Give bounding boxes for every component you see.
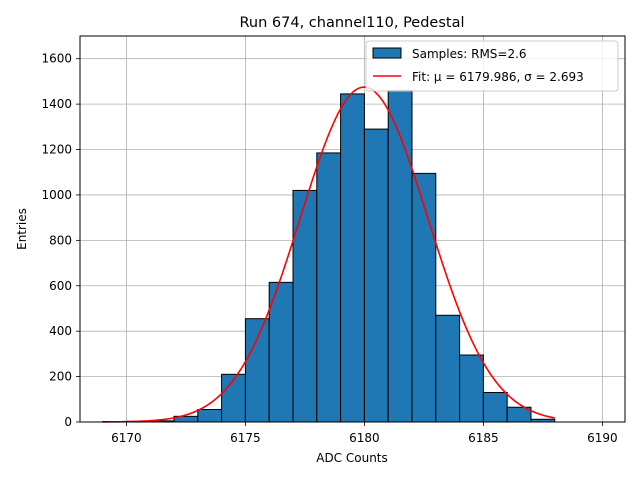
x-axis-ticks: 6170 6175 6180 6185 6190	[111, 422, 618, 445]
histogram-bar	[340, 93, 365, 423]
histogram-bar	[244, 318, 270, 423]
histogram-bar	[292, 189, 318, 423]
legend-swatch-samples	[372, 47, 402, 59]
x-tick-label: 6175	[230, 431, 261, 445]
x-tick-label: 6190	[587, 431, 618, 445]
y-tick-label: 800	[49, 233, 72, 247]
x-tick-label: 6180	[349, 431, 380, 445]
legend: Samples: RMS=2.6 Fit: μ = 6179.986, σ = …	[365, 40, 619, 92]
histogram-bar	[459, 354, 484, 423]
histogram-bar	[482, 391, 508, 423]
histogram-bar	[197, 409, 223, 423]
y-tick-label: 0	[64, 415, 72, 429]
fit-curve	[102, 86, 555, 423]
y-tick-label: 1200	[41, 143, 72, 157]
y-tick-label: 1000	[41, 188, 72, 202]
histogram-bar	[221, 373, 246, 423]
legend-box	[365, 40, 619, 92]
chart-title: Run 674, channel110, Pedestal	[239, 15, 464, 31]
y-tick-label: 400	[49, 324, 72, 338]
x-tick-label: 6185	[468, 431, 499, 445]
histogram-bars	[102, 89, 556, 423]
x-axis-label: ADC Counts	[316, 451, 388, 465]
y-tick-label: 1600	[41, 52, 72, 66]
histogram-bar	[268, 281, 294, 423]
legend-label-samples: Samples: RMS=2.6	[412, 47, 527, 61]
y-axis-label: Entries	[15, 208, 29, 250]
legend-label-fit: Fit: μ = 6179.986, σ = 2.693	[412, 70, 584, 84]
y-axis-ticks: 0 200 400 600 800 1000 1200 1400 1600	[41, 52, 80, 429]
histogram-bar	[411, 172, 437, 423]
histogram-bar	[435, 314, 461, 423]
histogram-bar	[316, 152, 342, 423]
histogram-bar	[387, 89, 413, 423]
y-tick-label: 600	[49, 279, 72, 293]
histogram-bar	[363, 128, 389, 423]
x-tick-label: 6170	[111, 431, 142, 445]
y-tick-label: 200	[49, 370, 72, 384]
y-tick-label: 1400	[41, 97, 72, 111]
plot-frame	[79, 35, 626, 423]
